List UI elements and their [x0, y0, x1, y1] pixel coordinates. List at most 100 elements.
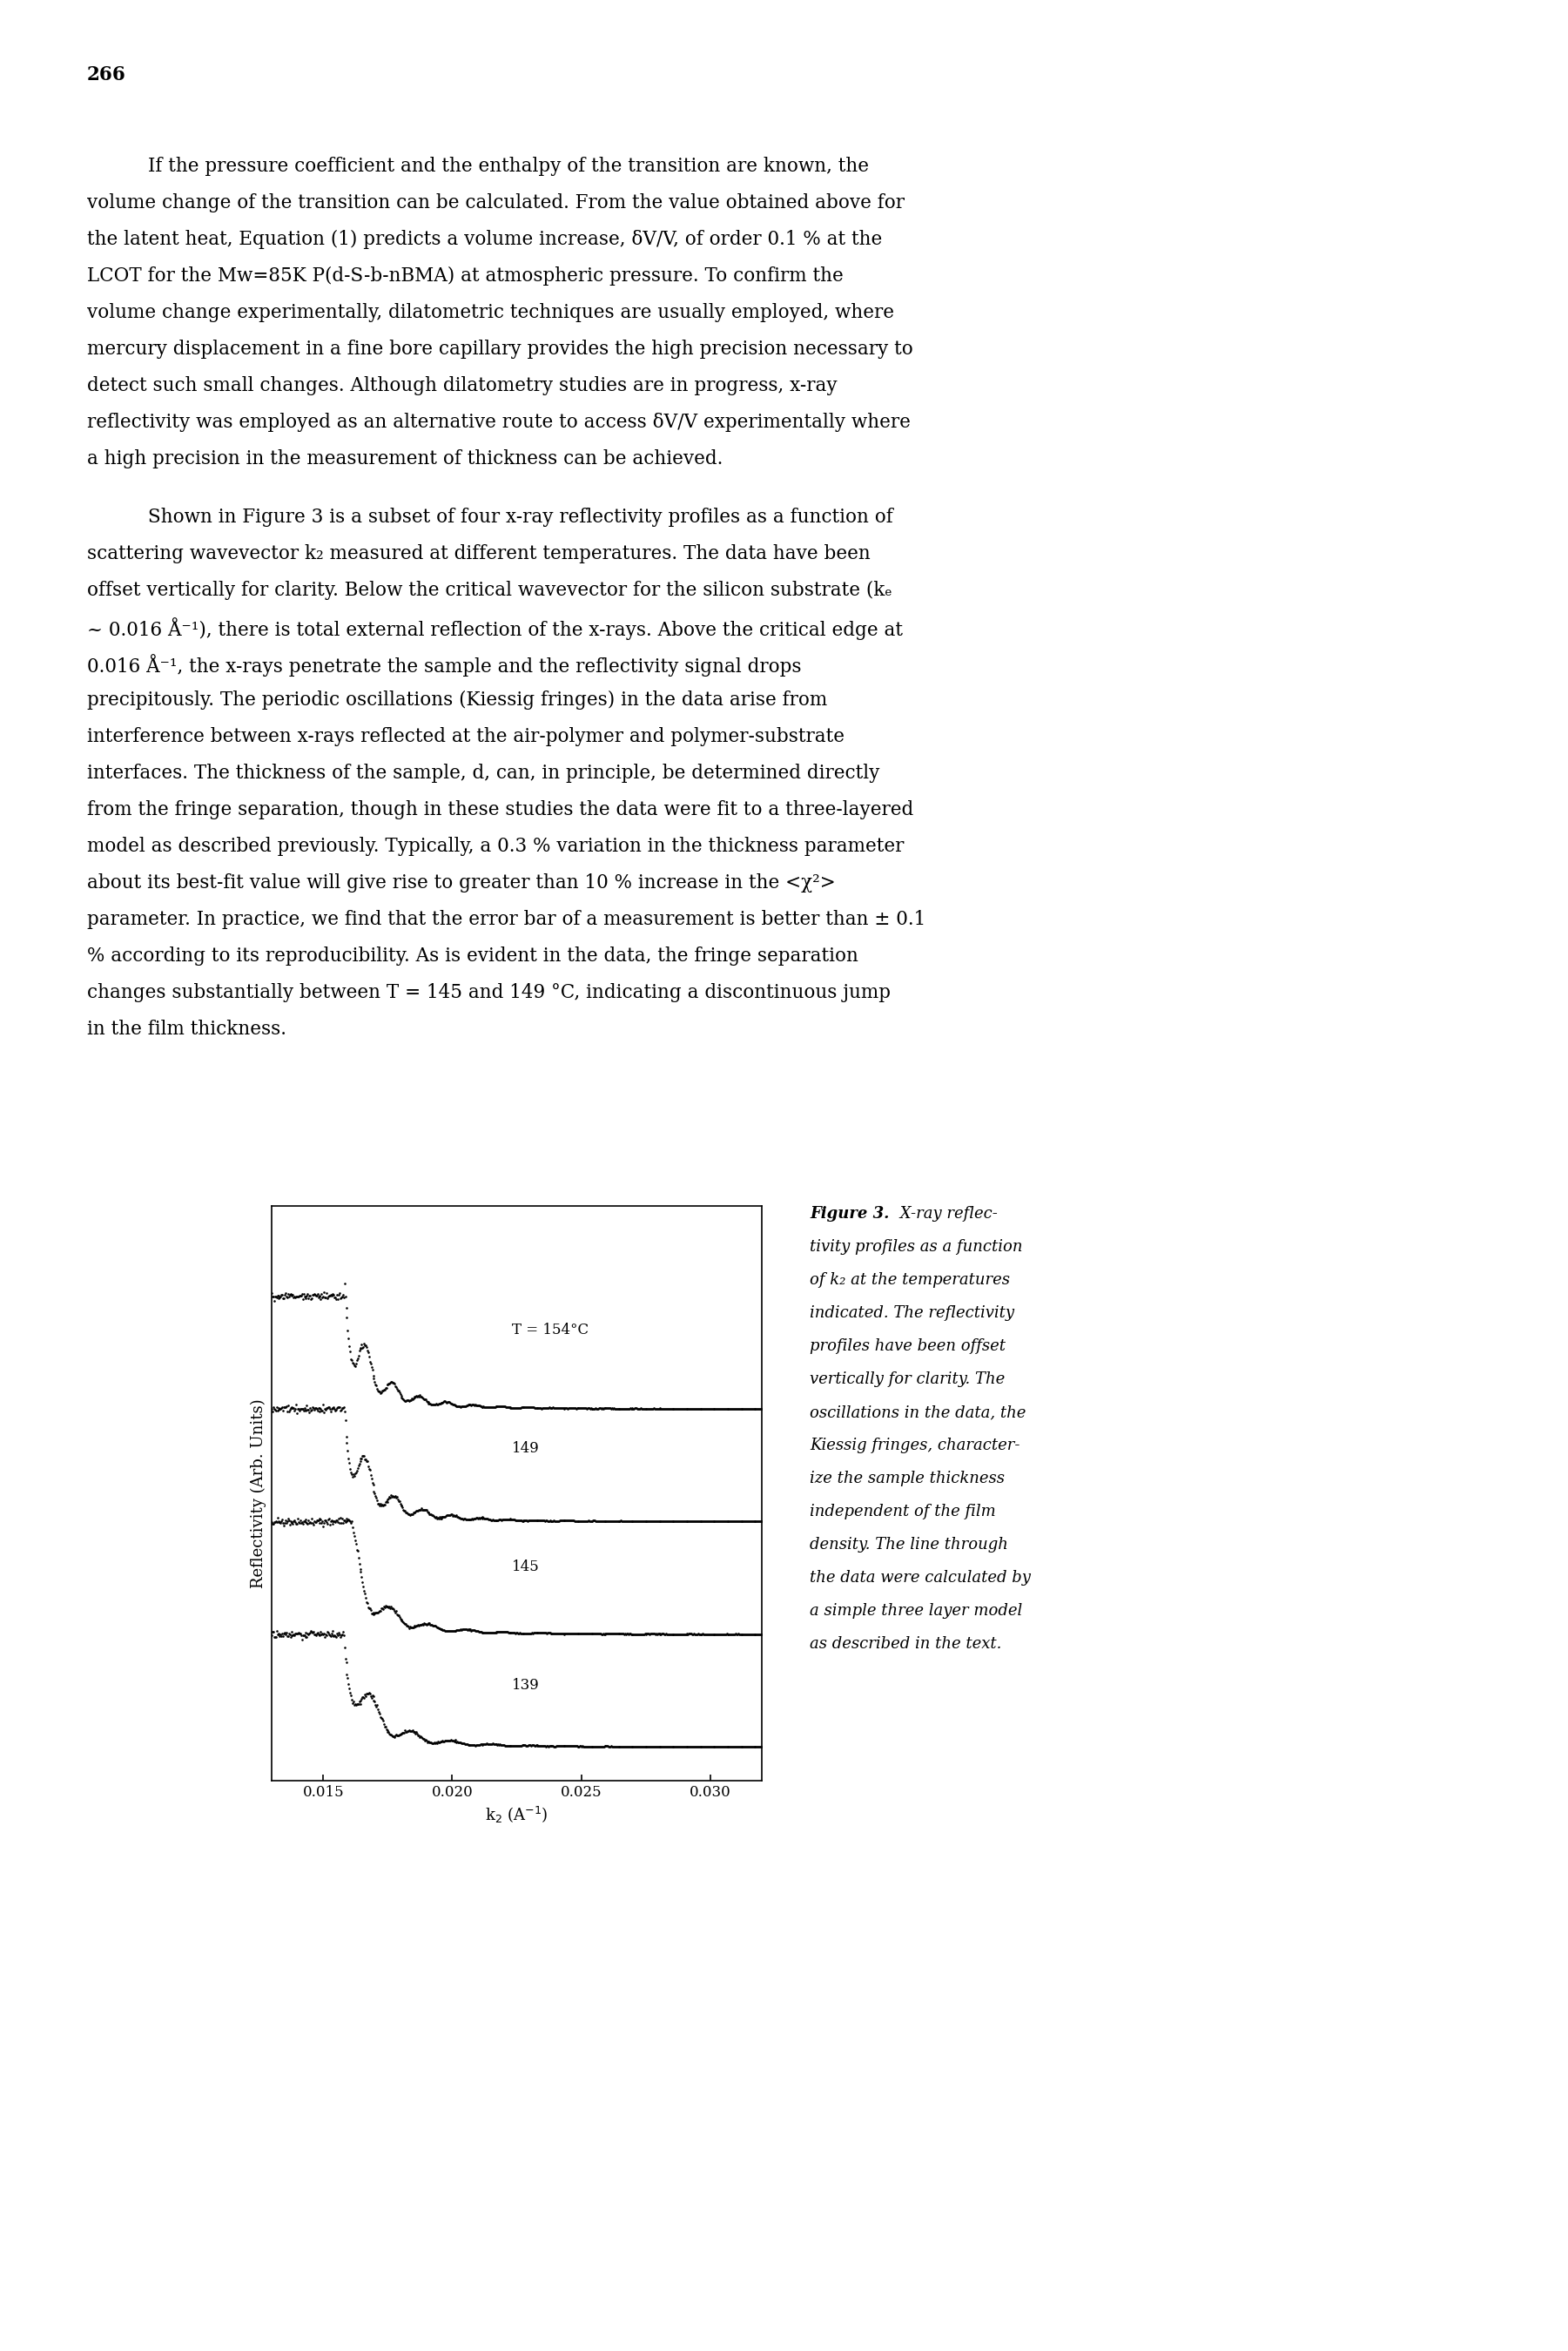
- Point: [555, 1502, 580, 1540]
- Point: [732, 1615, 757, 1653]
- Point: [448, 1726, 474, 1763]
- Point: [731, 1615, 756, 1653]
- Point: [627, 1502, 652, 1540]
- Point: [353, 1676, 378, 1714]
- Point: [679, 1502, 704, 1540]
- Point: [582, 1389, 607, 1427]
- Point: [519, 1502, 544, 1540]
- Point: [265, 1392, 290, 1429]
- Point: [387, 1599, 412, 1636]
- Point: [641, 1389, 666, 1427]
- Point: [389, 1486, 414, 1523]
- Point: [270, 1389, 295, 1427]
- Point: [383, 1476, 408, 1514]
- Point: [698, 1728, 723, 1766]
- Point: [480, 1613, 505, 1650]
- Point: [510, 1502, 535, 1540]
- Point: [365, 1481, 390, 1519]
- Point: [356, 1333, 381, 1371]
- Point: [488, 1387, 513, 1425]
- Point: [610, 1389, 635, 1427]
- Point: [301, 1615, 326, 1653]
- Point: [499, 1389, 524, 1427]
- Point: [426, 1385, 452, 1422]
- Point: [445, 1723, 470, 1761]
- Point: [610, 1728, 635, 1766]
- Point: [337, 1502, 362, 1540]
- Point: [405, 1378, 430, 1415]
- Point: [698, 1728, 723, 1766]
- Point: [384, 1596, 409, 1634]
- Point: [597, 1389, 622, 1427]
- Point: [398, 1712, 423, 1749]
- Point: [390, 1714, 416, 1751]
- Point: [673, 1389, 698, 1427]
- Point: [715, 1615, 740, 1653]
- Point: [267, 1617, 292, 1655]
- Point: [685, 1502, 710, 1540]
- Point: [522, 1615, 547, 1653]
- Point: [646, 1389, 671, 1427]
- Point: [648, 1389, 673, 1427]
- Point: [383, 1364, 408, 1401]
- Point: [314, 1615, 339, 1653]
- Point: [726, 1615, 751, 1653]
- Point: [423, 1385, 448, 1422]
- Point: [273, 1502, 298, 1540]
- Point: [271, 1617, 296, 1655]
- Point: [690, 1389, 715, 1427]
- Point: [411, 1721, 436, 1759]
- Text: mercury displacement in a fine bore capillary provides the high precision necess: mercury displacement in a fine bore capi…: [88, 339, 913, 360]
- Point: [530, 1728, 555, 1766]
- Point: [400, 1712, 425, 1749]
- Point: [673, 1615, 698, 1653]
- Point: [679, 1389, 704, 1427]
- Point: [340, 1683, 365, 1721]
- Point: [445, 1498, 470, 1535]
- Point: [383, 1479, 408, 1516]
- Point: [546, 1615, 571, 1653]
- Point: [412, 1606, 437, 1643]
- Point: [395, 1495, 420, 1533]
- Point: [555, 1615, 580, 1653]
- Text: ize the sample thickness: ize the sample thickness: [809, 1472, 1005, 1486]
- Point: [635, 1502, 660, 1540]
- Point: [342, 1686, 367, 1723]
- Point: [334, 1655, 359, 1693]
- Point: [511, 1387, 536, 1425]
- Point: [459, 1387, 485, 1425]
- Point: [495, 1728, 521, 1766]
- Point: [358, 1455, 383, 1493]
- Point: [502, 1500, 527, 1538]
- Point: [524, 1502, 549, 1540]
- Point: [486, 1726, 511, 1763]
- Point: [323, 1279, 348, 1317]
- Point: [416, 1493, 441, 1531]
- Point: [668, 1615, 693, 1653]
- Point: [682, 1615, 707, 1653]
- Point: [552, 1728, 577, 1766]
- Point: [706, 1389, 731, 1427]
- Point: [378, 1364, 403, 1401]
- Point: [585, 1728, 610, 1766]
- Point: [405, 1714, 430, 1751]
- Point: [602, 1728, 627, 1766]
- Point: [414, 1382, 439, 1420]
- Point: [306, 1389, 331, 1427]
- Point: [314, 1500, 339, 1538]
- Point: [538, 1728, 563, 1766]
- Point: [453, 1387, 478, 1425]
- Point: [648, 1615, 673, 1653]
- Point: [643, 1502, 668, 1540]
- Point: [701, 1728, 726, 1766]
- Point: [334, 1418, 359, 1455]
- Point: [367, 1373, 392, 1411]
- Point: [655, 1615, 681, 1653]
- Point: [398, 1495, 423, 1533]
- Point: [564, 1728, 590, 1766]
- Point: [323, 1617, 348, 1655]
- Point: [745, 1615, 770, 1653]
- Point: [539, 1502, 564, 1540]
- Point: [483, 1502, 508, 1540]
- Point: [405, 1714, 430, 1751]
